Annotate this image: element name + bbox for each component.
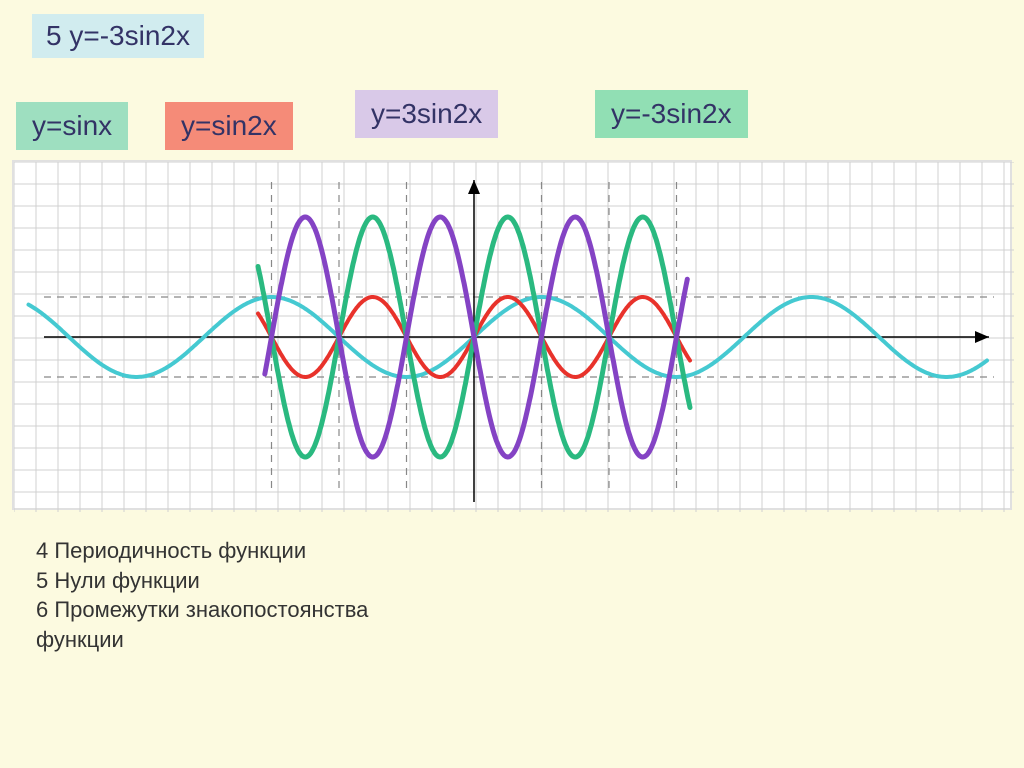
legend-sinx: y=sinx	[16, 102, 128, 150]
title-box: 5 y=-3sin2x	[32, 14, 204, 58]
bottom-notes: 4 Периодичность функции5 Нули функции6 П…	[36, 536, 368, 655]
legend-neg3sin2x: y=-3sin2x	[595, 90, 748, 138]
chart-svg	[14, 162, 1014, 512]
chart-container	[12, 160, 1012, 510]
legend-3sin2x: y=3sin2x	[355, 90, 498, 138]
legend-sin2x: y=sin2x	[165, 102, 293, 150]
